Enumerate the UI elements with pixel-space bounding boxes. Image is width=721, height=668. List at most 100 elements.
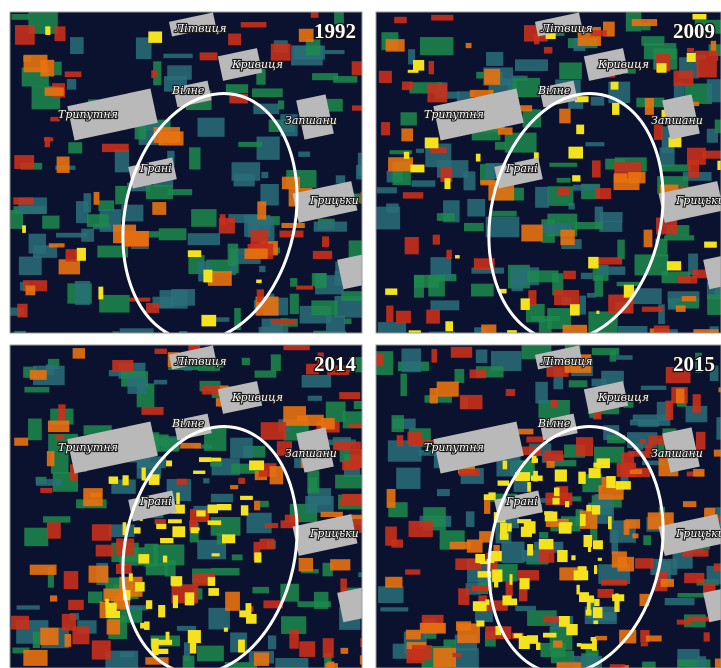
land-patch [543,633,556,638]
land-patch [24,387,49,393]
land-patch [252,88,283,97]
land-patch [66,249,78,261]
land-patch [596,311,599,314]
land-patch [87,214,109,227]
land-patch [156,524,166,529]
land-patch [635,558,653,568]
place-label: Грані [505,495,538,508]
land-patch [638,420,659,427]
land-patch [598,589,614,598]
land-patch [643,535,651,545]
land-patch [271,354,281,371]
land-patch [416,149,424,153]
land-patch [646,635,662,641]
land-patch [90,493,101,498]
land-patch [600,212,623,222]
land-patch [92,640,111,659]
land-patch [268,635,276,649]
land-patch [47,451,55,466]
land-patch [392,415,404,432]
land-patch [717,161,721,170]
land-patch [576,585,579,595]
land-patch [628,172,645,183]
land-patch [704,632,710,641]
land-patch [105,599,109,610]
land-patch [661,579,674,587]
land-patch [299,558,313,572]
land-patch [430,388,438,403]
land-patch [275,658,308,668]
land-patch [575,222,603,229]
land-patch [593,463,606,468]
land-patch [521,298,530,310]
land-patch [290,278,297,287]
land-patch [256,280,261,284]
land-patch [587,595,594,602]
place-label: Грані [139,162,172,175]
land-patch [173,595,178,608]
land-patch [473,601,487,611]
land-patch [595,636,607,640]
land-patch [503,599,517,606]
land-patch [559,109,570,124]
place-label: Запшани [285,447,337,460]
land-patch [315,273,327,288]
land-patch [43,516,70,522]
land-patch [611,82,619,90]
land-patch [155,519,166,524]
land-patch [111,603,117,616]
land-patch [533,471,538,482]
land-patch [616,481,631,489]
land-patch [159,228,187,240]
land-patch [460,395,483,409]
place-label: Запшани [285,114,337,127]
land-patch [138,554,149,563]
land-patch [535,187,549,208]
land-patch [546,461,554,468]
land-patch [15,25,35,45]
land-patch [189,147,200,169]
land-patch [426,310,440,324]
land-patch [381,122,390,135]
land-patch [30,370,47,380]
land-patch [152,202,166,215]
land-patch [255,371,277,378]
land-patch [14,155,34,169]
land-patch [160,290,188,309]
land-patch [682,296,696,301]
land-patch [428,275,445,296]
land-patch [188,250,201,257]
land-patch [128,376,147,394]
land-patch [157,649,168,654]
land-patch [56,435,64,440]
land-patch [155,349,167,354]
land-patch [238,478,245,484]
land-patch [199,457,212,462]
land-patch [76,201,88,223]
land-patch [171,578,181,586]
land-patch [515,59,548,71]
land-patch [102,144,129,152]
land-patch [553,640,562,647]
land-patch [558,188,569,196]
land-patch [193,471,205,474]
land-patch [394,17,407,23]
land-patch [260,539,275,550]
place-label: Кривиця [597,58,649,71]
land-patch [413,60,424,71]
land-patch [401,128,413,141]
land-patch [433,648,456,667]
land-patch [668,299,676,310]
land-patch [594,565,597,574]
land-patch [96,545,113,557]
land-patch [168,519,182,523]
land-patch [495,142,506,150]
land-patch [616,355,633,360]
land-patch [640,439,646,444]
land-patch [458,588,469,605]
land-patch [632,534,638,539]
land-patch [257,137,280,160]
land-patch [314,592,329,609]
land-patch [455,255,460,258]
land-patch [506,389,515,396]
